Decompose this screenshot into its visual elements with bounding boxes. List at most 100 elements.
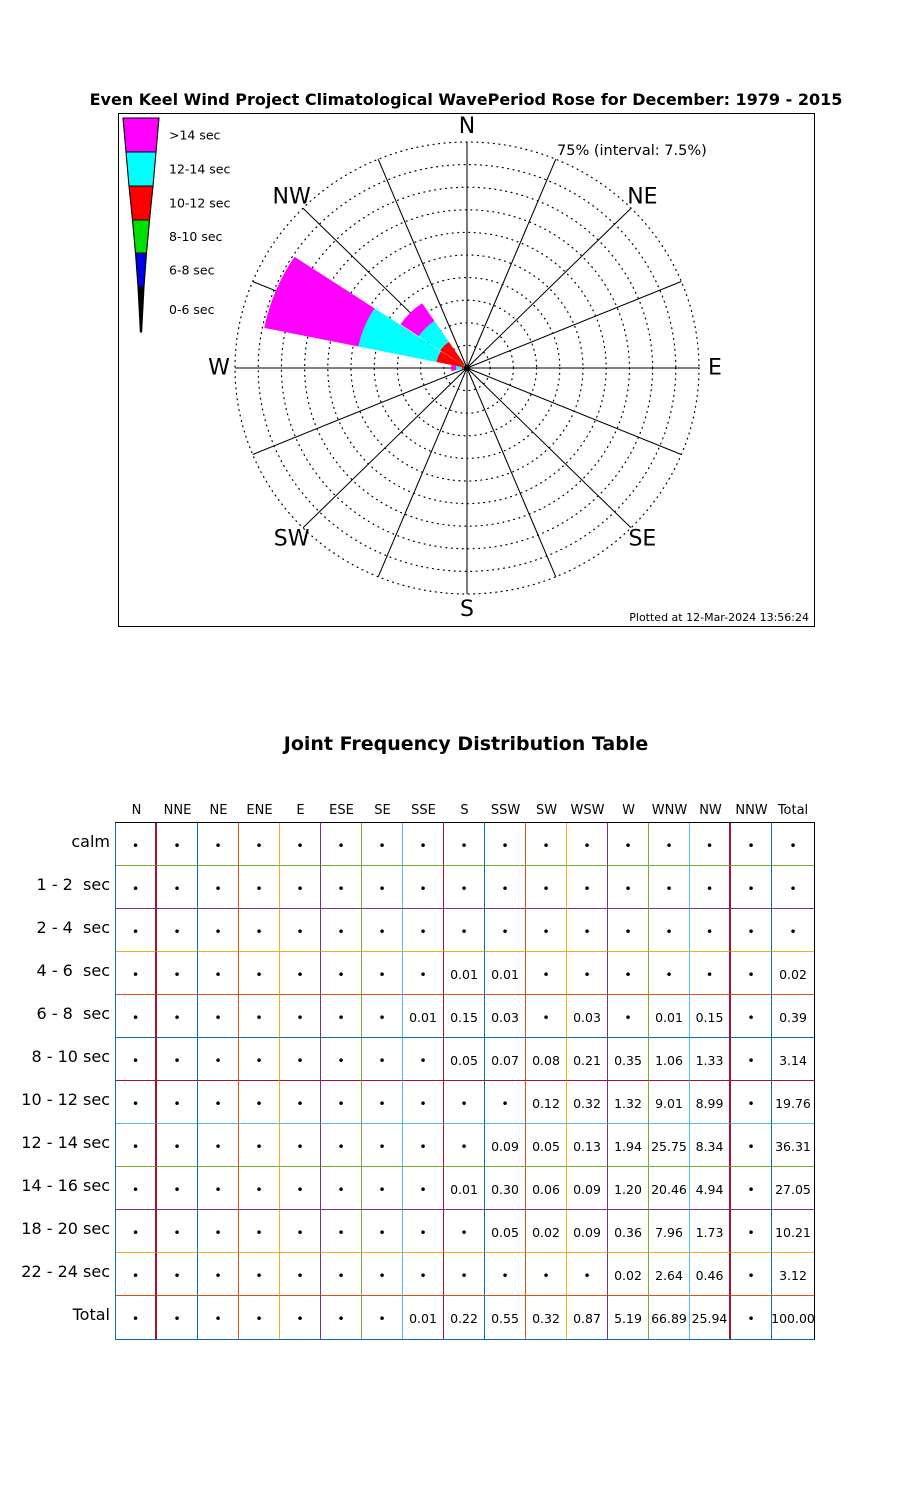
table-cell: • bbox=[567, 909, 608, 952]
zero-bullet: • bbox=[747, 1052, 755, 1068]
zero-bullet: • bbox=[705, 837, 714, 853]
zero-bullet: • bbox=[460, 1138, 468, 1154]
table-cell: 0.01 bbox=[649, 995, 690, 1038]
table-cell: • bbox=[403, 1124, 444, 1167]
col-header-WNW: WNW bbox=[651, 802, 688, 818]
cell-value: 0.36 bbox=[614, 1224, 642, 1240]
legend-label: 12-14 sec bbox=[169, 162, 230, 177]
zero-bullet: • bbox=[131, 1311, 140, 1326]
cell-value: 0.02 bbox=[779, 966, 807, 982]
rose-center-dot bbox=[464, 365, 470, 371]
table-cell: • bbox=[239, 995, 280, 1038]
zero-bullet: • bbox=[337, 1311, 345, 1326]
table-cell: • bbox=[116, 823, 157, 866]
cell-value: 3.14 bbox=[779, 1052, 807, 1068]
cell-value: 0.09 bbox=[573, 1181, 601, 1197]
zero-bullet: • bbox=[747, 1138, 755, 1154]
zero-bullet: • bbox=[131, 1224, 140, 1240]
table-cell: • bbox=[239, 1253, 280, 1296]
table-cell: 27.05 bbox=[772, 1167, 814, 1210]
table-cell: 0.13 bbox=[567, 1124, 608, 1167]
zero-bullet: • bbox=[501, 880, 509, 896]
zero-bullet: • bbox=[378, 880, 386, 896]
table-cell: • bbox=[239, 909, 280, 952]
cell-value: 0.22 bbox=[450, 1311, 478, 1326]
zero-bullet: • bbox=[747, 880, 755, 896]
table-cell: • bbox=[731, 909, 772, 952]
zero-bullet: • bbox=[747, 1224, 755, 1240]
zero-bullet: • bbox=[296, 923, 304, 939]
col-header-SSW: SSW bbox=[490, 802, 521, 818]
table-cell: • bbox=[485, 1081, 526, 1124]
cell-value: 0.32 bbox=[573, 1095, 601, 1111]
compass-label-NW: NW bbox=[272, 185, 310, 210]
spoke-line bbox=[466, 158, 557, 369]
zero-bullet: • bbox=[501, 837, 509, 853]
zero-bullet: • bbox=[624, 923, 632, 939]
table-cell: 0.01 bbox=[403, 1296, 444, 1339]
table-cell: • bbox=[690, 866, 731, 909]
table-cell: 0.05 bbox=[485, 1210, 526, 1253]
zero-bullet: • bbox=[460, 923, 468, 939]
table-cell: • bbox=[567, 952, 608, 995]
zero-bullet: • bbox=[378, 1095, 386, 1111]
table-cell: • bbox=[731, 1253, 772, 1296]
cell-value: 0.39 bbox=[779, 1009, 807, 1025]
zero-bullet: • bbox=[173, 1267, 181, 1283]
table-cell: • bbox=[116, 1081, 157, 1124]
table-cell: • bbox=[198, 1081, 239, 1124]
table-cell: • bbox=[239, 1124, 280, 1167]
table-cell: • bbox=[485, 823, 526, 866]
table-cell: 10.21 bbox=[772, 1210, 814, 1253]
zero-bullet: • bbox=[296, 880, 304, 896]
legend-swatch-4 bbox=[134, 252, 148, 288]
table-cell: • bbox=[239, 952, 280, 995]
table-cell: • bbox=[239, 823, 280, 866]
zero-bullet: • bbox=[747, 837, 755, 853]
zero-bullet: • bbox=[131, 1267, 140, 1283]
table-cell: • bbox=[731, 1167, 772, 1210]
table-cell: 66.89 bbox=[649, 1296, 690, 1339]
petal-WNW-10-12sec bbox=[436, 351, 465, 368]
table-cell: • bbox=[321, 952, 362, 995]
table-cell: • bbox=[116, 1038, 157, 1081]
cell-value: 0.08 bbox=[532, 1052, 560, 1068]
col-header-NE: NE bbox=[209, 802, 228, 818]
table-cell: • bbox=[444, 1210, 485, 1253]
zero-bullet: • bbox=[131, 966, 140, 982]
cell-value: 0.09 bbox=[573, 1224, 601, 1240]
zero-bullet: • bbox=[173, 1181, 181, 1197]
zero-bullet: • bbox=[583, 837, 591, 853]
zero-bullet: • bbox=[583, 923, 591, 939]
rose-legend: >14 sec 12-14 sec 10-12 sec 8-10 sec 6-8 sec… bbox=[122, 117, 230, 333]
cell-value: 0.01 bbox=[491, 966, 519, 982]
zero-bullet: • bbox=[542, 923, 550, 939]
row-label: 18 - 20 sec bbox=[21, 1219, 110, 1238]
legend-label: >14 sec bbox=[169, 128, 221, 143]
table-column-headers: N NNE NE ENE E ESE SE SSE S SSW SW WSW W WNW NW NNW Tota… bbox=[116, 799, 814, 821]
table-cell: 0.21 bbox=[567, 1038, 608, 1081]
zero-bullet: • bbox=[747, 923, 755, 939]
zero-bullet: • bbox=[378, 837, 386, 853]
table-cell: • bbox=[485, 1253, 526, 1296]
table-cell: • bbox=[157, 1167, 198, 1210]
legend-label: 8-10 sec bbox=[169, 229, 223, 244]
table-cell: 4.94 bbox=[690, 1167, 731, 1210]
table-cell: 100.00 bbox=[771, 1296, 815, 1339]
row-label: 2 - 4 sec bbox=[36, 918, 110, 937]
table-cell: • bbox=[198, 995, 239, 1038]
table-cell: 3.14 bbox=[772, 1038, 814, 1081]
table-cell: • bbox=[198, 952, 239, 995]
table-cell: • bbox=[157, 995, 198, 1038]
table-cell: • bbox=[321, 1253, 362, 1296]
table-cell: 0.09 bbox=[567, 1167, 608, 1210]
table-cell: • bbox=[116, 1124, 157, 1167]
table-cell: 3.12 bbox=[772, 1253, 814, 1296]
cell-value: 0.55 bbox=[491, 1311, 519, 1326]
zero-bullet: • bbox=[337, 1009, 345, 1025]
plotted-timestamp: Plotted at 12-Mar-2024 13:56:24 bbox=[629, 611, 809, 624]
table-row-labels: calm 1 - 2 sec 2 - 4 sec 4 - 6 sec 6 - 8 sec… bbox=[0, 822, 110, 1338]
table-cell: • bbox=[116, 1253, 157, 1296]
compass-labels: N NE E SE S SW W NW bbox=[208, 114, 722, 622]
table-cell: 5.19 bbox=[608, 1296, 649, 1339]
